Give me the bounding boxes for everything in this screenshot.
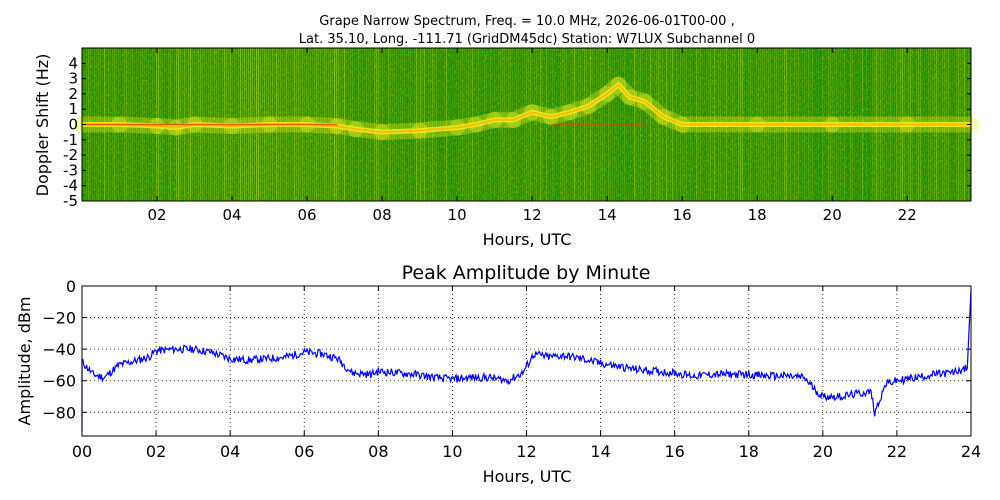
amplitude-x-tick-label: 02 <box>146 442 166 461</box>
spectrogram-y-tick-label: -2 <box>63 146 78 164</box>
spectrogram-x-tick-label: 14 <box>598 206 617 224</box>
spectrum-title-line1: Grape Narrow Spectrum, Freq. = 10.0 MHz,… <box>319 14 734 29</box>
spectrum-title-line2: Lat. 35.10, Long. -111.71 (GridDM45dc) S… <box>299 32 755 47</box>
amplitude-x-tick-label: 10 <box>442 442 462 461</box>
spectrogram-y-tick-label: -3 <box>63 161 78 179</box>
amplitude-y-tick-label: −80 <box>42 403 76 422</box>
amplitude-x-tick-label: 00 <box>72 442 92 461</box>
amplitude-y-tick-label: −20 <box>42 309 76 328</box>
spectrogram-x-tick-label: 18 <box>748 206 767 224</box>
amplitude-x-tick-label: 04 <box>220 442 240 461</box>
spectrogram-y-tick-label: -5 <box>63 192 78 210</box>
spectrogram-x-tick-label: 06 <box>298 206 317 224</box>
amplitude-x-tick-label: 18 <box>739 442 759 461</box>
amplitude-x-tick-label: 16 <box>664 442 684 461</box>
spectrogram-x-tick-label: 20 <box>823 206 842 224</box>
spectrogram-x-tick-label: 04 <box>222 206 241 224</box>
spectrogram-x-tick-label: 22 <box>898 206 917 224</box>
amplitude-x-axis-label: Hours, UTC <box>483 467 572 486</box>
spectrogram-x-axis-label: Hours, UTC <box>483 230 572 249</box>
spectrogram-x-tick-label: 10 <box>448 206 467 224</box>
spectrogram-x-tick-label: 16 <box>673 206 692 224</box>
spectrogram-band <box>74 76 979 141</box>
spectrogram-y-tick-label: 1 <box>68 100 78 118</box>
spectrogram-x-tick-label: 08 <box>373 206 392 224</box>
spectrogram-y-tick-label: -1 <box>63 131 78 149</box>
spectrogram-y-tick-label: 0 <box>68 116 78 134</box>
amplitude-x-tick-label: 24 <box>961 442 981 461</box>
amplitude-title: Peak Amplitude by Minute <box>402 262 651 284</box>
spectrogram-y-tick-label: 3 <box>68 70 78 88</box>
amplitude-series-line <box>81 289 972 432</box>
spectrogram-y-axis-label: Doppler Shift (Hz) <box>33 54 52 197</box>
spectrogram-y-tick-label: 4 <box>68 54 78 72</box>
amplitude-y-tick-label: −40 <box>42 340 76 359</box>
amplitude-plot-area <box>82 286 971 436</box>
spectrogram-carrier-core <box>82 83 971 134</box>
amplitude-grid <box>82 286 971 436</box>
spectrogram-y-tick-label: 2 <box>68 85 78 103</box>
amplitude-y-axis-label: Amplitude, dBm <box>15 297 34 426</box>
amplitude-x-tick-label: 14 <box>590 442 610 461</box>
spectrogram-x-tick-label: 12 <box>523 206 542 224</box>
spectrogram-x-tick-label: 02 <box>147 206 166 224</box>
amplitude-y-tick-label: −60 <box>42 372 76 391</box>
amplitude-x-tick-label: 08 <box>368 442 388 461</box>
amplitude-x-tick-label: 20 <box>813 442 833 461</box>
spectrogram-y-tick-label: -4 <box>63 177 78 195</box>
amplitude-x-tick-label: 12 <box>516 442 536 461</box>
amplitude-x-tick-label: 06 <box>294 442 314 461</box>
amplitude-x-tick-label: 22 <box>887 442 907 461</box>
amplitude-panel: Peak Amplitude by Minute 00 02 04 06 08 10 12 1… <box>15 262 981 486</box>
amplitude-y-tick-label: 0 <box>66 277 76 296</box>
